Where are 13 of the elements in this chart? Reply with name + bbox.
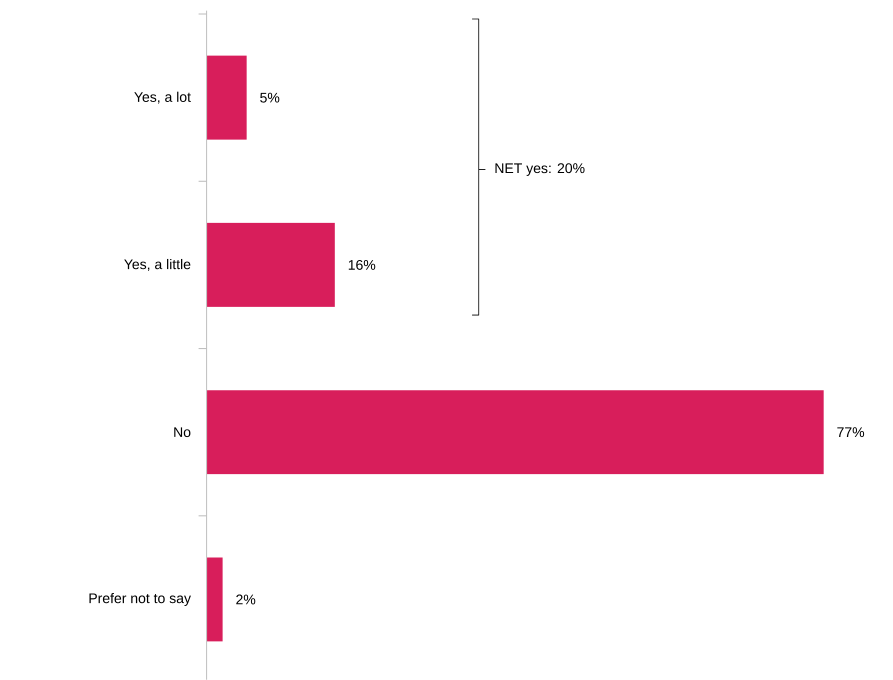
bar xyxy=(206,56,247,140)
data-label: 5% xyxy=(260,92,280,102)
y-tick-label: Prefer not to say xyxy=(89,592,191,606)
data-label: 16% xyxy=(348,260,376,270)
data-label: 77% xyxy=(837,427,864,437)
y-tick-label: Yes, a lot xyxy=(134,92,191,104)
bar xyxy=(206,222,335,307)
annotation: NET yes: 20% xyxy=(495,163,585,176)
data-label: 2% xyxy=(236,594,256,604)
y-tick-label: Yes, a little xyxy=(124,258,190,271)
bar xyxy=(206,557,223,642)
bar xyxy=(206,390,824,474)
y-tick-label: No xyxy=(174,427,190,437)
